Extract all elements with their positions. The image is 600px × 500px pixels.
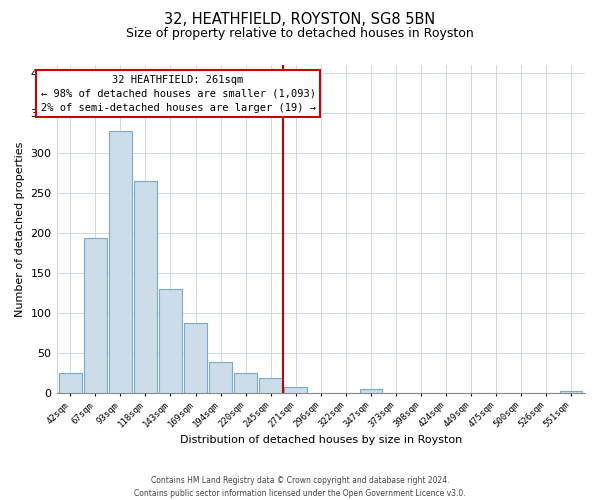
Bar (184, 323, 207, 392)
Bar (134, 181, 157, 392)
Text: Size of property relative to detached houses in Royston: Size of property relative to detached ho… (126, 28, 474, 40)
Y-axis label: Number of detached properties: Number of detached properties (15, 141, 25, 316)
Text: 32, HEATHFIELD, ROYSTON, SG8 5BN: 32, HEATHFIELD, ROYSTON, SG8 5BN (164, 12, 436, 28)
Bar (235, 372, 257, 392)
Bar (84, 238, 107, 392)
Bar (284, 387, 307, 392)
Text: 32 HEATHFIELD: 261sqm
← 98% of detached houses are smaller (1,093)
2% of semi-de: 32 HEATHFIELD: 261sqm ← 98% of detached … (41, 74, 316, 112)
Bar (159, 289, 182, 393)
Bar (209, 362, 232, 392)
Bar (109, 130, 131, 392)
Bar (259, 378, 282, 392)
X-axis label: Distribution of detached houses by size in Royston: Distribution of detached houses by size … (179, 435, 462, 445)
Bar (560, 391, 583, 392)
Bar (359, 388, 382, 392)
Bar (59, 372, 82, 392)
Text: Contains HM Land Registry data © Crown copyright and database right 2024.
Contai: Contains HM Land Registry data © Crown c… (134, 476, 466, 498)
